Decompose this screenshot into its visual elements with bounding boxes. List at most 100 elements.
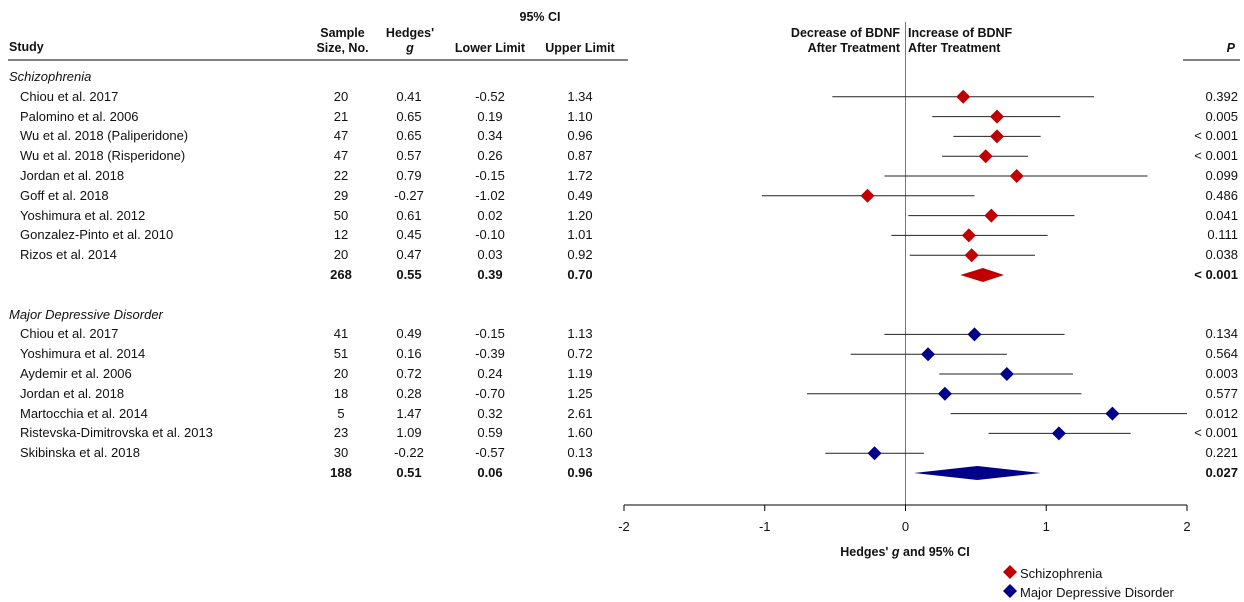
upper-limit: 0.72 — [567, 346, 593, 362]
study-name: Chiou et al. 2017 — [20, 88, 119, 104]
study-name: Martocchia et al. 2014 — [20, 405, 148, 421]
legend-marker-mdd — [1003, 584, 1017, 598]
x-tick-label: -2 — [618, 519, 630, 534]
study-name: Jordan et al. 2018 — [20, 385, 125, 401]
p-value: 0.577 — [1205, 385, 1238, 401]
p-value: < 0.001 — [1194, 148, 1238, 164]
legend-marker-schizophrenia — [1003, 565, 1017, 579]
sample-size: 20 — [333, 88, 349, 104]
p-value: 0.041 — [1205, 207, 1238, 223]
hedges-g: 1.47 — [396, 405, 422, 421]
summary-sample-size: 188 — [330, 465, 352, 480]
study-name: Goff et al. 2018 — [20, 187, 109, 203]
point-estimate-diamond — [1051, 426, 1066, 441]
upper-limit: 1.60 — [567, 425, 593, 441]
increase-header-line1: Increase of BDNF — [908, 26, 1013, 40]
p-value: 0.564 — [1205, 346, 1238, 362]
p-header: P — [1226, 41, 1235, 55]
legend-label-mdd: Major Depressive Disorder — [1020, 585, 1174, 600]
hedges-g: 0.16 — [396, 346, 422, 362]
summary-upper-limit: 0.70 — [567, 267, 593, 282]
lower-limit: 0.59 — [477, 425, 503, 441]
point-estimate-diamond — [937, 386, 952, 401]
hedges-g: 0.79 — [396, 168, 422, 183]
point-estimate-diamond — [860, 188, 875, 203]
hedges-g: -0.22 — [394, 445, 424, 461]
summary-lower-limit: 0.39 — [477, 267, 503, 282]
point-estimate-diamond — [989, 109, 1004, 124]
point-estimate-diamond — [989, 129, 1004, 144]
lower-limit: -0.52 — [475, 88, 505, 104]
section-label: Schizophrenia — [9, 69, 92, 84]
study-name: Rizos et al. 2014 — [20, 247, 117, 263]
upper-limit: 1.19 — [567, 366, 593, 381]
hedges-g: 0.57 — [396, 148, 422, 164]
summary-p-value: 0.027 — [1205, 465, 1238, 480]
hedges-g: 0.72 — [396, 366, 422, 381]
x-tick-label: -1 — [759, 519, 771, 534]
lower-limit: -0.70 — [475, 385, 505, 401]
sample-size: 41 — [333, 326, 349, 342]
x-axis-label-suffix: and 95% CI — [899, 545, 970, 559]
p-value: 0.111 — [1207, 227, 1238, 243]
sample-header-line2: Size, No. — [316, 41, 369, 55]
p-value: < 0.001 — [1194, 425, 1238, 441]
p-value: 0.486 — [1205, 187, 1238, 203]
upper-limit: 1.72 — [567, 168, 593, 183]
point-estimate-diamond — [1009, 169, 1024, 183]
study-name: Chiou et al. 2017 — [20, 326, 119, 342]
x-tick-label: 1 — [1043, 519, 1050, 534]
lower-limit: -0.57 — [475, 445, 505, 461]
decrease-header-line2: After Treatment — [807, 41, 900, 55]
sample-size: 22 — [333, 168, 349, 183]
summary-sample-size: 268 — [330, 267, 352, 282]
lower-limit: 0.32 — [477, 405, 503, 421]
p-value: < 0.001 — [1194, 128, 1238, 144]
upper-limit: 0.87 — [567, 148, 593, 164]
hedges-header-line1: Hedges' — [385, 26, 435, 40]
p-value: 0.099 — [1205, 168, 1238, 183]
upper-limit: 1.20 — [567, 207, 593, 223]
sample-size: 12 — [333, 227, 349, 243]
point-estimate-diamond — [967, 327, 982, 342]
point-estimate-diamond — [964, 248, 979, 263]
p-value: 0.005 — [1205, 108, 1238, 124]
sample-size: 30 — [333, 445, 349, 461]
point-estimate-diamond — [978, 149, 993, 164]
summary-diamond — [913, 466, 1041, 480]
increase-header-line2: After Treatment — [908, 41, 1001, 55]
lower-limit: -0.15 — [475, 168, 505, 183]
upper-limit: 0.92 — [567, 247, 593, 263]
x-tick-label: 0 — [902, 519, 909, 534]
upper-limit: 1.10 — [567, 108, 593, 124]
hedges-g: 0.41 — [396, 88, 422, 104]
study-name: Jordan et al. 2018 — [20, 168, 125, 183]
summary-hedges-g: 0.55 — [396, 267, 422, 282]
hedges-g: 0.28 — [396, 385, 422, 401]
study-name: Skibinska et al. 2018 — [20, 445, 140, 461]
upper-limit: 0.49 — [567, 187, 593, 203]
p-value: 0.221 — [1205, 445, 1238, 461]
ci-header: 95% CI — [519, 10, 561, 24]
p-value: 0.392 — [1205, 88, 1238, 104]
summary-p-value: < 0.001 — [1194, 267, 1238, 282]
hedges-g: 0.65 — [396, 108, 422, 124]
hedges-g: 1.09 — [396, 425, 422, 441]
study-name: Wu et al. 2018 (Paliperidone) — [20, 128, 189, 144]
hedges-g: 0.49 — [396, 326, 422, 342]
study-name: Yoshimura et al. 2012 — [20, 207, 146, 223]
lower-limit: -0.15 — [475, 326, 505, 342]
decrease-header: Decrease of BDNF After Treatment — [760, 26, 900, 56]
sample-header-line1: Sample — [320, 26, 365, 40]
p-value: 0.012 — [1205, 405, 1238, 421]
upper-limit: 0.96 — [567, 128, 593, 144]
study-name: Aydemir et al. 2006 — [20, 366, 132, 381]
hedges-g: -0.27 — [394, 187, 424, 203]
lower-limit: -1.02 — [475, 187, 505, 203]
upper-limit: 1.13 — [567, 326, 593, 342]
p-value: 0.134 — [1205, 326, 1238, 342]
p-value: 0.038 — [1205, 247, 1238, 263]
point-estimate-diamond — [956, 89, 971, 104]
hedges-header: Hedges' g — [375, 26, 445, 56]
